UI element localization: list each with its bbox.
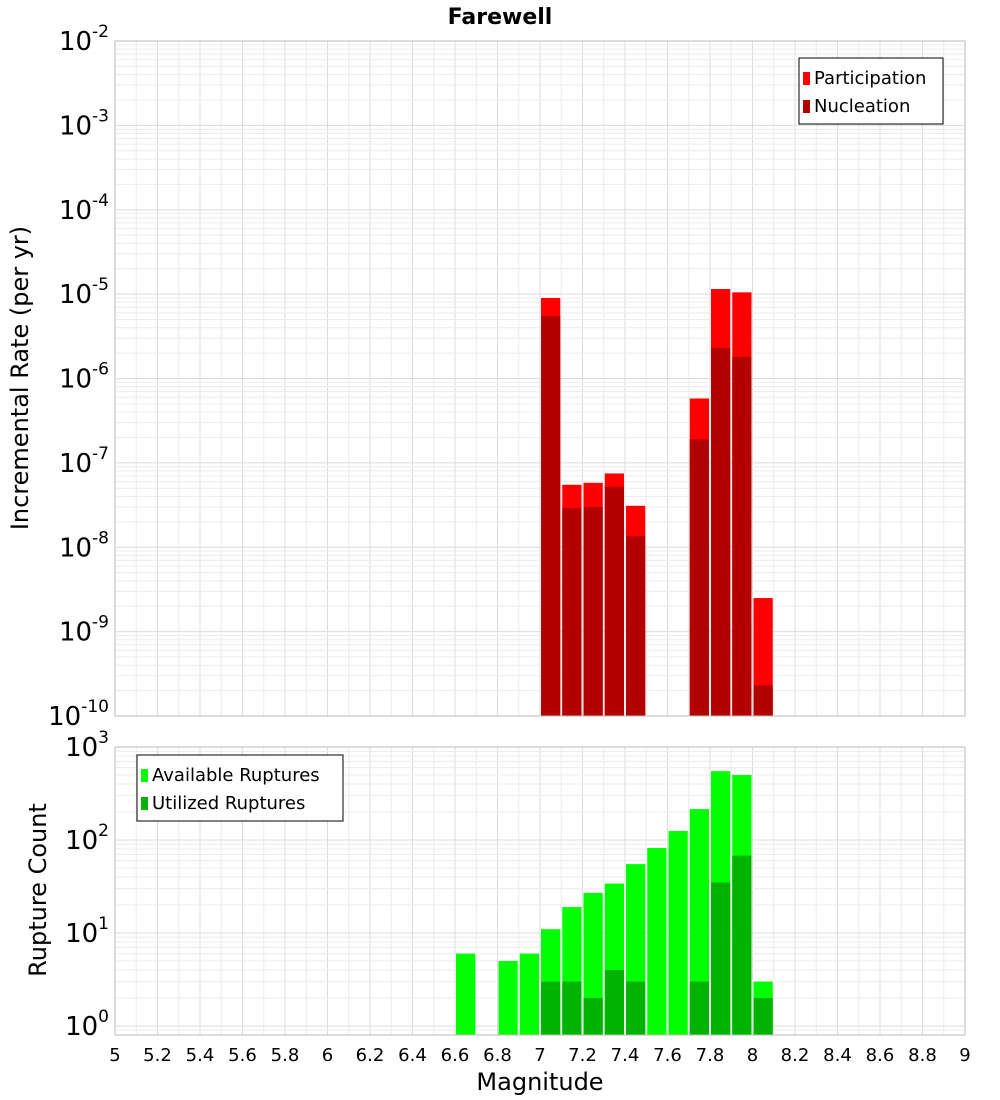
y-tick-label: 103 [65,728,109,763]
series-utilized-ruptures [541,855,773,1035]
bottom-legend: Available Ruptures Utilized Ruptures [136,754,344,822]
legend-label: Utilized Ruptures [152,793,305,814]
y-tick-label: 10-7 [59,444,109,479]
legend-box [136,754,344,822]
legend-label: Available Ruptures [152,765,320,786]
x-tick-label: 9 [959,1045,970,1066]
legend-box [798,57,944,125]
x-tick-label: 6.2 [356,1045,385,1066]
bottom-y-ticks: 100 101 102 103 [65,728,109,1042]
bar [604,486,624,716]
bar [541,316,561,716]
x-tick-label: 5.8 [271,1045,300,1066]
legend-swatch [803,100,810,113]
x-tick-label: 8.4 [823,1045,852,1066]
x-tick-label: 5 [109,1045,120,1066]
legend-swatch [141,769,148,782]
series-nucleation [541,316,773,716]
bar [753,997,773,1035]
y-tick-label: 10-10 [48,697,109,732]
x-axis-label: Magnitude [476,1068,603,1096]
bar [668,830,688,1035]
y-tick-label: 10-4 [59,191,109,226]
bottom-panel: 100 101 102 103 Available Ruptures Utilized R… [65,728,971,1066]
y-tick-label: 10-2 [59,22,109,57]
x-tick-label: 8.6 [866,1045,895,1066]
bar [753,685,773,716]
x-tick-label: 8 [747,1045,758,1066]
bar [732,356,752,716]
y-tick-label: 10-9 [59,613,109,648]
x-tick-label: 7.2 [568,1045,597,1066]
y-tick-label: 102 [65,821,109,856]
bar [732,855,752,1035]
legend-swatch [803,72,810,85]
bar [711,882,731,1035]
top-plot-frame [114,40,966,717]
x-tick-label: 6.6 [441,1045,470,1066]
legend-label: Participation [814,68,926,89]
bottom-bars [456,771,773,1035]
x-tick-label: 8.8 [908,1045,937,1066]
bottom-y-axis-label: Rupture Count [24,803,52,977]
bar [519,953,539,1035]
bar [498,960,518,1035]
y-tick-label: 10-5 [59,275,109,310]
bar [626,981,646,1035]
bar [689,439,709,716]
bar [583,506,603,716]
x-tick-label: 8.2 [781,1045,810,1066]
chart-title: Farewell [448,5,553,30]
legend-label: Nucleation [814,96,910,117]
y-tick-label: 10-8 [59,528,109,563]
x-tick-label: 7 [534,1045,545,1066]
bar [456,953,476,1035]
bar [583,997,603,1035]
x-tick-label: 7.6 [653,1045,682,1066]
bar [647,848,667,1035]
top-bars [541,289,773,716]
bottom-plot-frame [114,746,966,1036]
y-tick-label: 101 [65,914,109,949]
x-ticks: 5 5.2 5.4 5.6 5.8 6 6.2 6.4 6.6 6.8 7 7.2 7.4 7.6 7.8 8… [109,1045,970,1066]
bar [689,981,709,1035]
top-y-ticks: 10-10 10-9 10-8 10-7 10-6 10-5 10-4 10-3 10-2 [48,22,109,732]
top-y-axis-label: Incremental Rate (per yr) [6,226,34,530]
x-tick-label: 6.8 [483,1045,512,1066]
legend-swatch [141,797,148,810]
x-tick-label: 6 [322,1045,333,1066]
y-tick-label: 10-6 [59,360,109,395]
x-tick-label: 5.4 [186,1045,215,1066]
bar [604,969,624,1035]
x-tick-label: 5.6 [228,1045,257,1066]
top-panel: 10-10 10-9 10-8 10-7 10-6 10-5 10-4 10-3 10-2 Par… [48,22,966,732]
bar [562,981,582,1035]
bar [541,981,561,1035]
y-tick-label: 10-3 [59,106,109,141]
bar [562,508,582,716]
x-tick-label: 6.4 [398,1045,427,1066]
bar [689,809,709,1035]
bar [626,536,646,716]
bar [711,347,731,716]
x-tick-label: 7.8 [696,1045,725,1066]
y-tick-label: 100 [65,1007,109,1042]
x-tick-label: 7.4 [611,1045,640,1066]
top-grid [114,40,966,717]
top-legend: Participation Nucleation [798,57,944,125]
x-tick-label: 5.2 [143,1045,172,1066]
